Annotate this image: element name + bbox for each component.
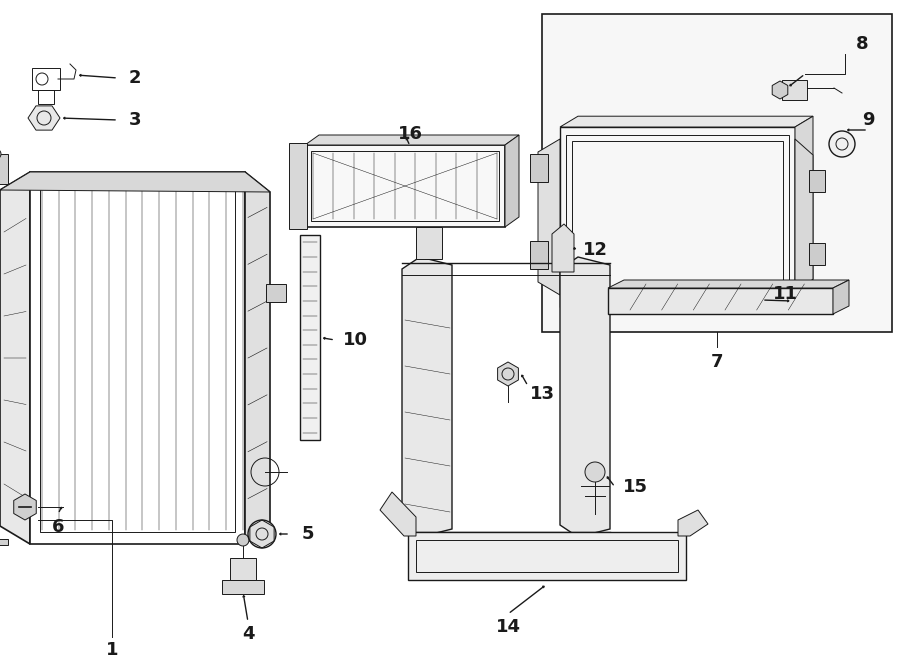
Circle shape: [0, 149, 1, 159]
Polygon shape: [0, 172, 30, 544]
Bar: [809, 170, 825, 192]
Polygon shape: [402, 257, 452, 537]
Polygon shape: [772, 81, 788, 99]
Polygon shape: [498, 362, 518, 386]
Polygon shape: [538, 139, 560, 295]
Polygon shape: [795, 117, 813, 307]
Circle shape: [248, 520, 276, 548]
Polygon shape: [380, 492, 416, 536]
Bar: [608, 288, 833, 314]
Polygon shape: [560, 117, 813, 127]
Text: 1: 1: [106, 641, 118, 659]
Bar: [222, 580, 264, 594]
Polygon shape: [552, 224, 574, 272]
Bar: [32, 68, 60, 90]
Text: 11: 11: [772, 285, 797, 303]
Bar: [416, 540, 678, 572]
Text: 14: 14: [496, 618, 520, 636]
Polygon shape: [0, 539, 8, 545]
Polygon shape: [14, 494, 36, 520]
Text: 8: 8: [856, 35, 868, 53]
Polygon shape: [505, 135, 519, 227]
Polygon shape: [28, 106, 60, 130]
Polygon shape: [560, 257, 610, 537]
Text: 9: 9: [862, 111, 874, 129]
Bar: [305, 145, 505, 227]
Text: 10: 10: [343, 331, 367, 349]
Bar: [572, 141, 783, 293]
Text: 15: 15: [623, 478, 647, 496]
Bar: [311, 151, 499, 221]
Bar: [530, 241, 548, 269]
Bar: [300, 235, 320, 440]
Bar: [30, 172, 245, 544]
Polygon shape: [678, 510, 708, 536]
Text: 3: 3: [129, 111, 141, 129]
Polygon shape: [305, 135, 519, 145]
Text: 7: 7: [711, 353, 724, 371]
Text: 16: 16: [398, 125, 422, 143]
Polygon shape: [0, 154, 8, 184]
Polygon shape: [0, 172, 270, 192]
Circle shape: [829, 131, 855, 157]
Bar: [566, 135, 789, 299]
Bar: [40, 184, 235, 532]
Text: 6: 6: [51, 518, 64, 536]
Polygon shape: [416, 227, 442, 259]
Polygon shape: [245, 172, 270, 544]
Bar: [266, 284, 286, 302]
Text: 12: 12: [582, 241, 608, 259]
Bar: [542, 14, 892, 332]
Text: 5: 5: [302, 525, 314, 543]
Bar: [782, 80, 807, 100]
Bar: [38, 90, 54, 104]
Polygon shape: [833, 280, 849, 314]
Text: 4: 4: [242, 625, 254, 643]
Circle shape: [237, 534, 249, 546]
Text: 2: 2: [129, 69, 141, 87]
Polygon shape: [795, 139, 813, 295]
Text: 13: 13: [529, 385, 554, 403]
Bar: [408, 532, 686, 580]
Polygon shape: [608, 280, 849, 288]
Bar: [530, 154, 548, 182]
Bar: [560, 127, 795, 307]
Bar: [809, 243, 825, 265]
Bar: [230, 558, 256, 580]
Circle shape: [585, 462, 605, 482]
Bar: [289, 143, 307, 229]
